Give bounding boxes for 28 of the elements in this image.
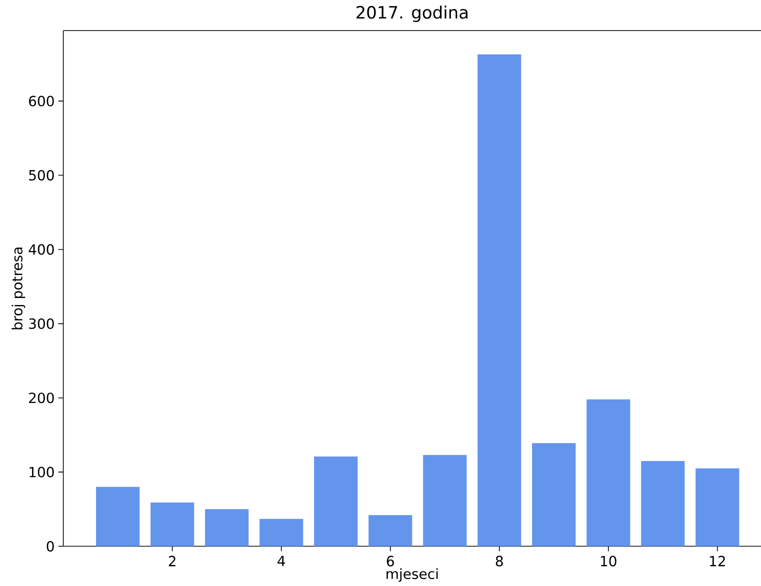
y-tick-label: 400 <box>28 244 54 255</box>
bar <box>96 486 140 546</box>
y-axis-title: broj potresa <box>12 248 26 330</box>
bar <box>260 518 304 546</box>
x-axis-title: mjeseci <box>386 568 438 582</box>
bar <box>696 468 740 546</box>
bar <box>205 509 249 546</box>
y-tick-label: 500 <box>29 170 54 181</box>
bar <box>368 515 412 546</box>
bar <box>586 399 630 546</box>
y-tick-label: 200 <box>29 392 54 404</box>
chart-title: 2017. godina <box>356 6 468 22</box>
y-tick-label: 600 <box>29 96 54 106</box>
x-tick-label: 12 <box>710 556 725 566</box>
x-tick-label: 6 <box>386 556 394 566</box>
y-tick-label: 0 <box>46 540 54 552</box>
bar <box>423 455 467 546</box>
bar <box>478 54 522 546</box>
bar <box>532 443 576 546</box>
bar <box>314 456 358 546</box>
x-tick-label: 4 <box>278 556 286 566</box>
bar <box>641 460 685 546</box>
bar <box>150 502 194 546</box>
y-tick-label: 100 <box>30 466 54 478</box>
x-tick-label: 10 <box>601 556 616 566</box>
y-tick-label: 300 <box>29 318 54 329</box>
x-tick-label: 2 <box>168 556 176 566</box>
x-tick-label: 8 <box>496 556 503 566</box>
